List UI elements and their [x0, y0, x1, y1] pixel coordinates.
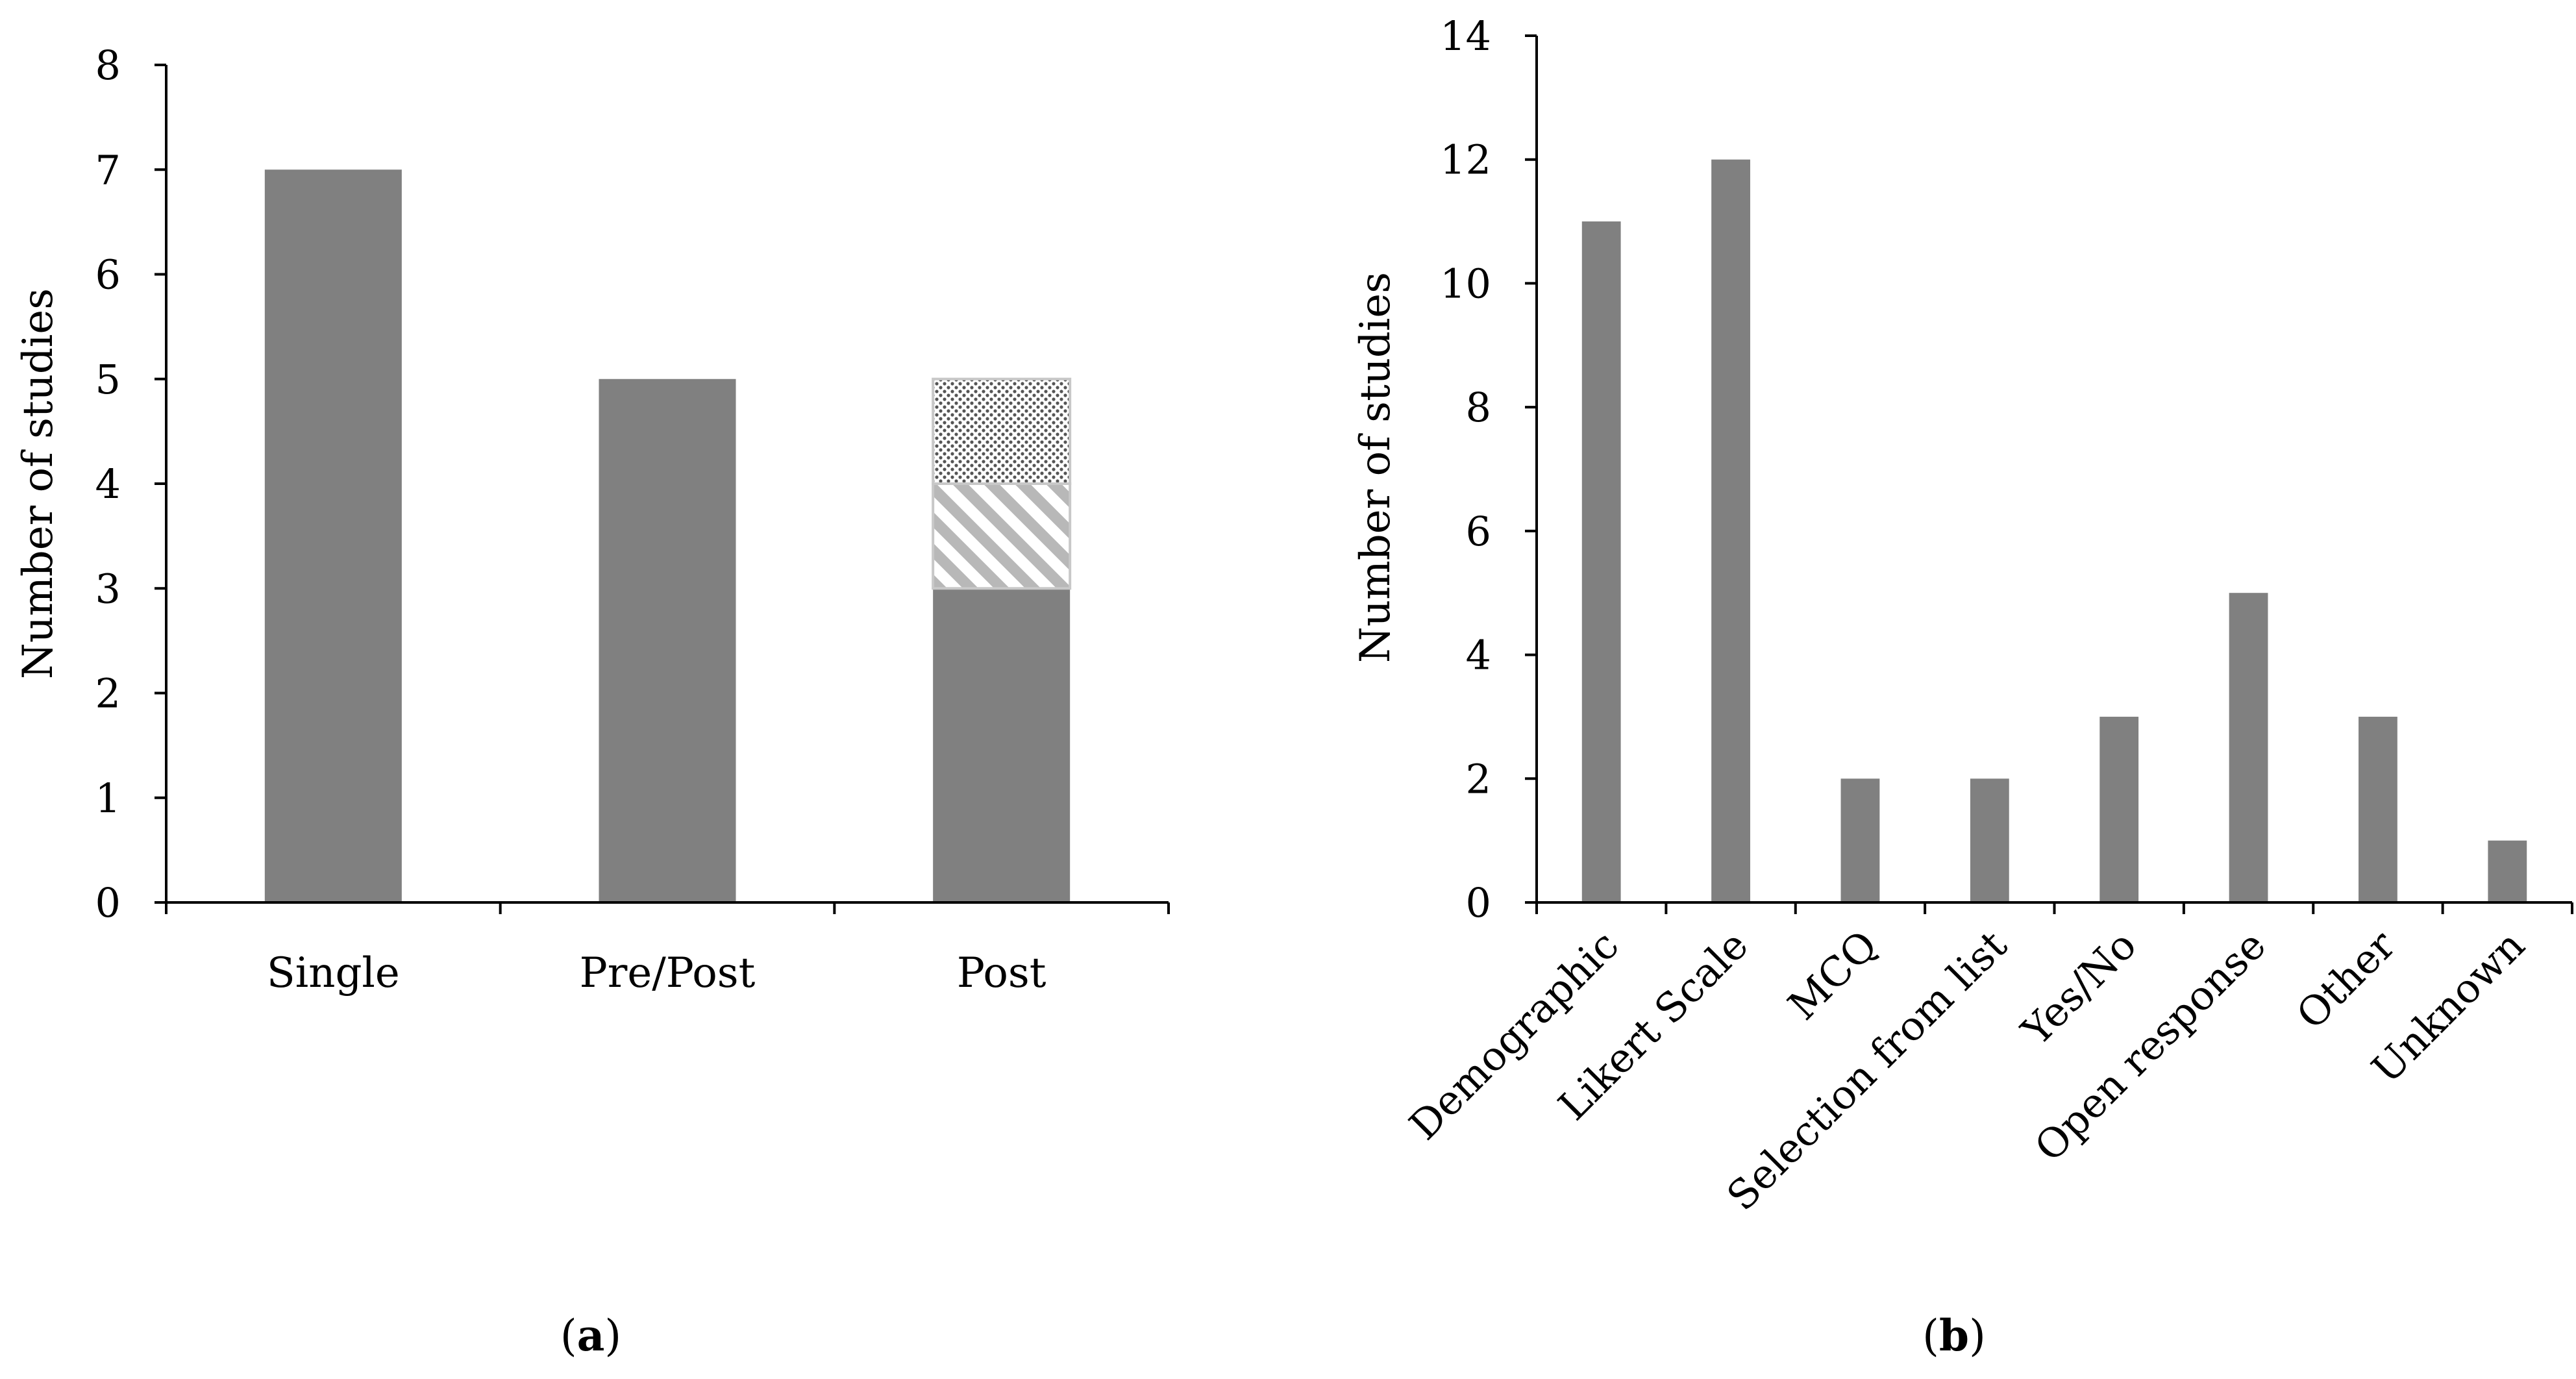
- panel-b-label-letter: b: [1939, 1310, 1969, 1361]
- x-tick-label: Post: [957, 949, 1046, 997]
- panel-a-chart: 0 1 2 3 4 5 6 7 8 Single Pre/Post Post Number of s…: [14, 42, 1170, 1361]
- x-tick-label: MCQ: [1779, 921, 1887, 1029]
- y-tick-label: 8: [95, 42, 121, 89]
- y-tick-label: 4: [1466, 632, 1491, 679]
- x-tick-label: Open response: [2025, 921, 2275, 1171]
- y-tick-label: 12: [1440, 136, 1491, 184]
- bar-unknown: [2488, 840, 2527, 902]
- y-tick-label: 2: [95, 670, 121, 717]
- bar-open-response: [2229, 593, 2268, 902]
- x-tick-label: Other: [2287, 921, 2405, 1039]
- bar-yes-no: [2099, 716, 2139, 902]
- panel-b-label: (b): [1922, 1310, 1986, 1361]
- y-tick-label: 14: [1440, 12, 1491, 60]
- bar-post-hatched: [932, 482, 1072, 590]
- panel-a-y-axis-title: Number of studies: [14, 288, 62, 679]
- panel-b-y-axis-title: Number of studies: [1352, 272, 1400, 663]
- bar-post-dotted: [932, 377, 1072, 485]
- y-tick-label: 6: [1466, 508, 1491, 555]
- y-tick-label: 5: [95, 356, 121, 403]
- panel-b-bars: [1581, 159, 2527, 903]
- bar-likert-scale: [1711, 159, 1750, 903]
- bar-demographic: [1581, 221, 1621, 903]
- y-tick-label: 4: [95, 460, 121, 508]
- y-tick-label: 1: [95, 775, 121, 822]
- bar-pre-post-solid: [599, 379, 736, 902]
- bar-single-solid: [264, 169, 402, 902]
- panel-b-y-ticks: 0 2 4 6 8 10 12 14: [1440, 12, 1537, 926]
- panel-a-bars: [264, 169, 1072, 902]
- bar-selection-from-list: [1970, 778, 2009, 902]
- panel-a-label: (a): [560, 1310, 621, 1361]
- bar-post-solid: [933, 588, 1071, 902]
- bar-mcq: [1840, 778, 1880, 902]
- y-tick-label: 0: [1466, 879, 1491, 926]
- x-tick-label: Yes/No: [2012, 921, 2145, 1054]
- y-tick-label: 0: [95, 879, 121, 926]
- y-tick-label: 8: [1466, 384, 1491, 431]
- panel-a-label-letter: a: [577, 1310, 605, 1361]
- y-tick-label: 2: [1466, 755, 1491, 802]
- y-tick-label: 3: [95, 565, 121, 612]
- y-tick-label: 6: [95, 251, 121, 299]
- panel-a-x-ticks: Single Pre/Post Post: [165, 902, 1170, 997]
- y-tick-label: 7: [95, 146, 121, 193]
- x-tick-label: Single: [267, 949, 400, 997]
- y-tick-label: 10: [1440, 260, 1491, 307]
- bar-other: [2359, 716, 2397, 902]
- panel-a-y-ticks: 0 1 2 3 4 5 6 7 8: [95, 42, 166, 926]
- x-tick-label: Pre/Post: [580, 949, 756, 997]
